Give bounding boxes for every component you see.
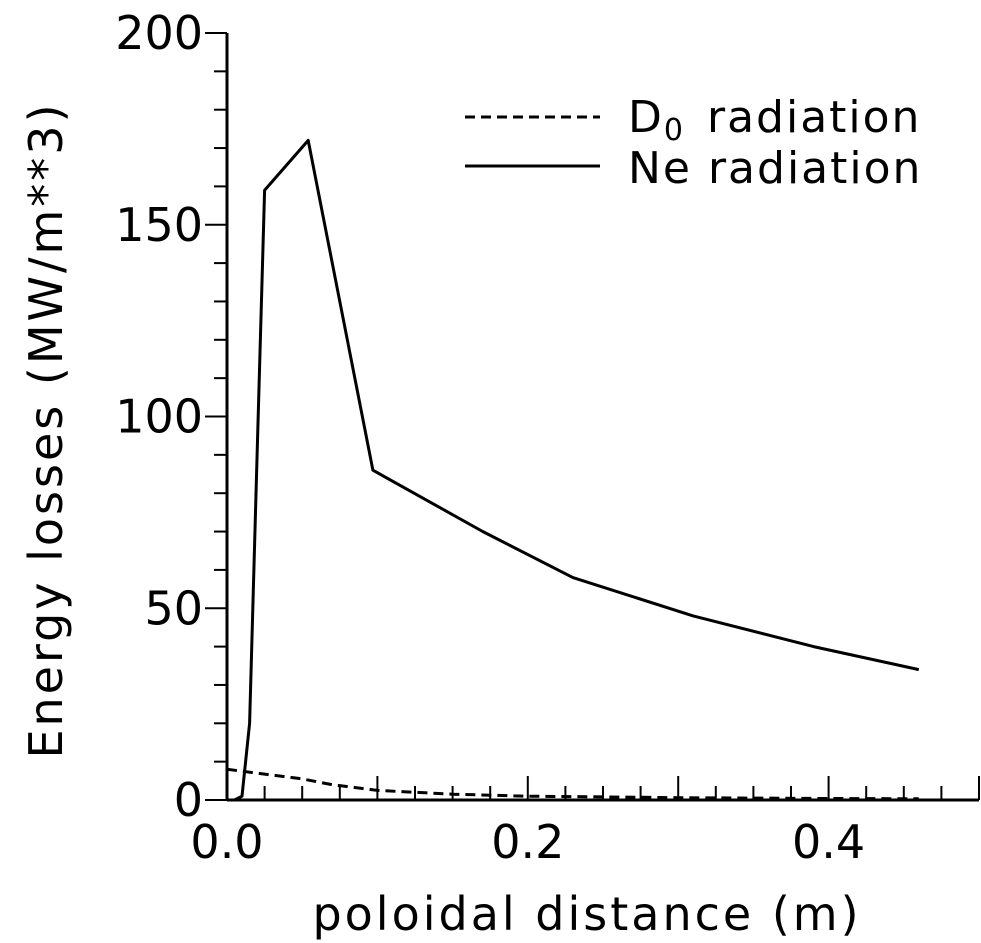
data-series	[226, 138, 920, 802]
y-tick-label: 0	[174, 773, 203, 827]
y-axis-title: Energy losses (MW/m**3)	[19, 101, 73, 758]
series-line-ne-radiation	[233, 138, 920, 802]
legend: D0 radiation Ne radiation	[465, 92, 922, 194]
x-tick-label: 0.2	[491, 815, 564, 869]
legend-label-ne: Ne radiation	[628, 143, 922, 194]
x-tick-label: 0.4	[792, 815, 865, 869]
x-axis-title: poloidal distance (m)	[312, 887, 861, 941]
y-tick-label: 100	[115, 390, 203, 444]
legend-label-d0: D0 radiation	[628, 92, 921, 148]
y-tick-label: 50	[144, 581, 203, 635]
x-tick-label: 0.0	[190, 815, 263, 869]
legend-d0-main: D	[628, 92, 664, 143]
legend-d0-subscript: 0	[664, 113, 685, 148]
y-tick-label: 150	[115, 198, 203, 252]
tick-labels: 0.0 0.2 0.4 0 50 100 150 200	[115, 6, 865, 869]
legend-d0-rest: radiation	[707, 92, 921, 143]
y-tick-label: 200	[115, 6, 203, 60]
series-line-d0-radiation	[226, 767, 919, 801]
